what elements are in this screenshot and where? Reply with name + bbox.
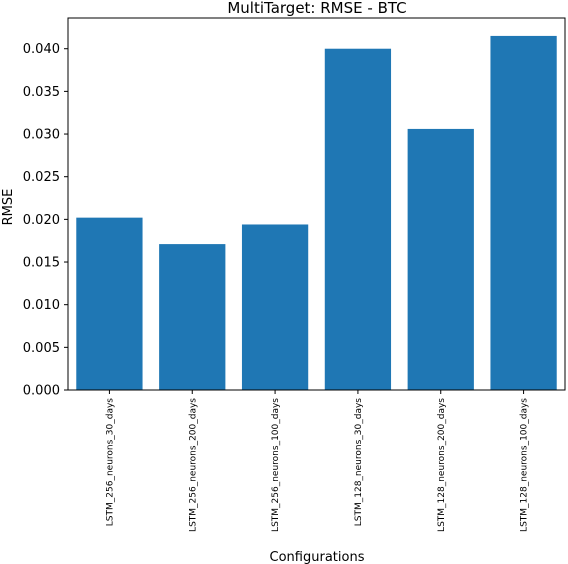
- bar-1: [76, 217, 143, 390]
- y-axis-label: RMSE: [1, 189, 16, 226]
- plot-frame: [67, 17, 566, 391]
- x-tick-label: LSTM_256_neurons_30_days: [105, 398, 115, 527]
- bars-layer: [76, 35, 557, 391]
- x-tick-label: LSTM_128_neurons_30_days: [354, 398, 364, 527]
- x-tick-label: LSTM_256_neurons_100_days: [271, 398, 281, 532]
- y-tick-label: 0.010: [23, 298, 60, 313]
- x-axis: LSTM_256_neurons_30_days LSTM_256_neurons…: [105, 390, 530, 532]
- y-tick-label: 0.000: [23, 384, 60, 399]
- bar-2: [159, 244, 226, 390]
- bar-4: [324, 48, 392, 390]
- x-tick-label: LSTM_128_neurons_200_days: [437, 398, 447, 532]
- y-tick-label: 0.025: [23, 170, 60, 185]
- bar-6: [490, 35, 557, 391]
- x-tick-label: LSTM_256_neurons_200_days: [188, 398, 198, 532]
- y-tick-label: 0.040: [23, 42, 60, 57]
- y-tick-label: 0.020: [23, 213, 60, 228]
- x-axis-label: Configurations: [270, 550, 365, 564]
- bar-3: [241, 224, 309, 390]
- y-tick-label: 0.005: [23, 341, 60, 356]
- y-tick-label: 0.030: [23, 128, 60, 143]
- y-tick-label: 0.015: [23, 256, 60, 271]
- chart-title: MultiTarget: RMSE - BTC: [227, 0, 406, 17]
- x-tick-label: LSTM_128_neurons_100_days: [520, 398, 530, 532]
- y-tick-label: 0.035: [23, 85, 60, 100]
- bar-5: [407, 128, 474, 391]
- y-axis: 0.000 0.005 0.010 0.015 0.020 0.025 0.030 0.035…: [23, 42, 68, 399]
